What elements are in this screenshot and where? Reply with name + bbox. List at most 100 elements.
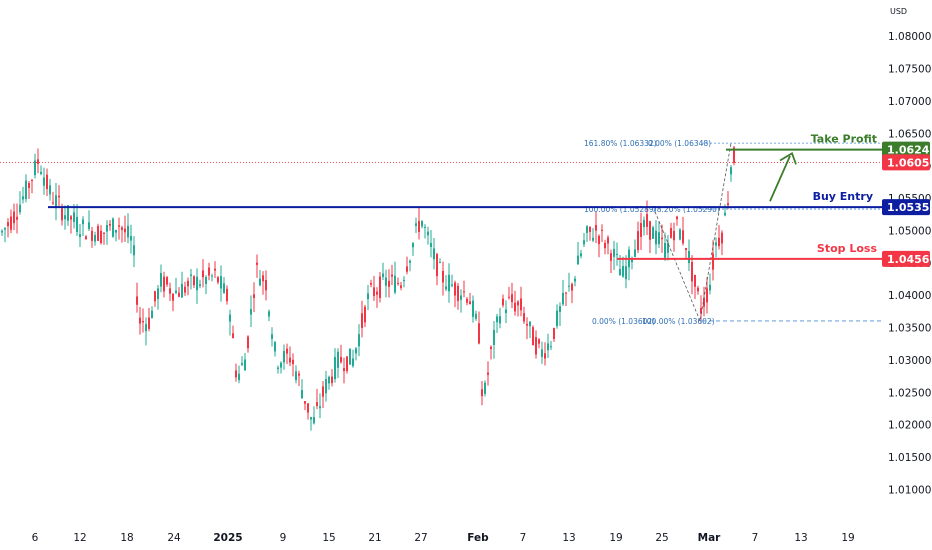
candle-body [322,386,324,397]
y-tick-label: 1.02000 [888,420,931,432]
candle-body [580,253,582,257]
fib-label: 0.00% (1.06348) [648,139,711,148]
candle-body [646,214,648,227]
target-arrow-head-icon [779,152,797,165]
candle-body [574,278,576,282]
candle-body [46,174,48,190]
candle-body [160,272,162,287]
candle-body [310,417,312,420]
y-tick-label: 1.05000 [888,225,931,237]
candle-body [64,215,66,220]
candle-body [649,221,651,240]
x-tick-label: 2025 [213,532,242,544]
candle-body [421,221,423,227]
candle-body [1,230,3,233]
candle-body [706,288,708,303]
candle-body [187,280,189,287]
candle-body [382,273,384,278]
candle-body [313,417,315,424]
candle-body [40,171,42,174]
x-tick-label: 9 [280,532,287,544]
x-tick-label: 6 [32,532,39,544]
candle-body [589,226,591,233]
y-tick-label: 1.01500 [888,452,931,464]
candle-body [424,226,426,228]
candle-body [58,195,60,198]
candle-body [577,255,579,265]
candle-body [427,231,429,236]
candle-body [100,230,102,244]
x-tick-label: 21 [368,532,381,544]
candle-body [229,314,231,322]
candle-body [517,301,519,306]
candle-body [442,270,444,283]
price-axis[interactable]: USD1.080001.075001.070001.065001.060001.… [882,0,932,550]
candle-body [451,284,453,286]
candle-body [307,403,309,413]
candle-body [430,243,432,248]
candle-body [643,220,645,228]
candle-body [439,262,441,264]
candle-body [106,225,108,232]
candle-body [43,177,45,186]
candle-body [712,253,714,270]
x-tick-label: 12 [73,532,86,544]
candle-body [262,275,264,282]
stop-loss-badge [882,250,930,267]
y-tick-label: 1.03500 [888,323,931,335]
candle-body [136,296,138,305]
candle-body [292,359,294,365]
candle-body [715,242,717,246]
x-tick-label: Mar [698,532,722,544]
candle-body [133,245,135,256]
fib-label: 161.80% (1.06332) [584,139,657,148]
y-tick-label: 1.02500 [888,387,931,399]
candle-body [391,274,393,277]
candle-body [328,376,330,384]
candle-body [193,276,195,286]
candle-body [280,362,282,368]
take-profit-badge [882,141,930,158]
candle-body [691,262,693,282]
candle-body [55,195,57,207]
y-tick-label: 1.07000 [888,96,931,108]
candle-body [289,357,291,363]
candle-body [319,406,321,409]
candle-body [154,291,156,302]
candle-body [523,313,525,322]
candle-body [130,235,132,241]
current-price-badge-text: 1.06050 [887,156,932,169]
candle-body [724,212,726,216]
candle-body [163,276,165,292]
candle-body [124,228,126,233]
candle-body [538,339,540,344]
y-tick-label: 1.07500 [888,64,931,76]
candle-body [274,342,276,352]
candle-body [481,389,483,397]
candle-body [331,376,333,384]
candle-body [583,240,585,245]
candle-body [325,379,327,394]
candle-body [199,284,201,286]
candle-body [595,225,597,231]
candle-body [529,321,531,327]
candle-body [496,316,498,323]
buy-entry-badge-text: 1.05359 [887,201,932,214]
candle-body [253,294,255,299]
fib-swing-path [654,143,732,323]
candle-body [355,348,357,354]
buy-entry-badge [882,199,930,216]
candle-body [601,229,603,231]
candle-body [436,254,438,277]
candle-body [19,204,21,213]
candle-body [556,310,558,327]
time-axis[interactable]: 6 12 18 24 2025 9 15 21 27 Feb 7 13 19 25 Mar 7 13 19 [32,532,855,544]
candle-body [340,356,342,363]
candle-body [343,368,345,371]
candle-body [703,297,705,307]
candle-body [493,330,495,345]
candle-body [457,285,459,301]
take-profit-label: Take Profit [811,133,877,146]
candle-body [727,203,729,206]
